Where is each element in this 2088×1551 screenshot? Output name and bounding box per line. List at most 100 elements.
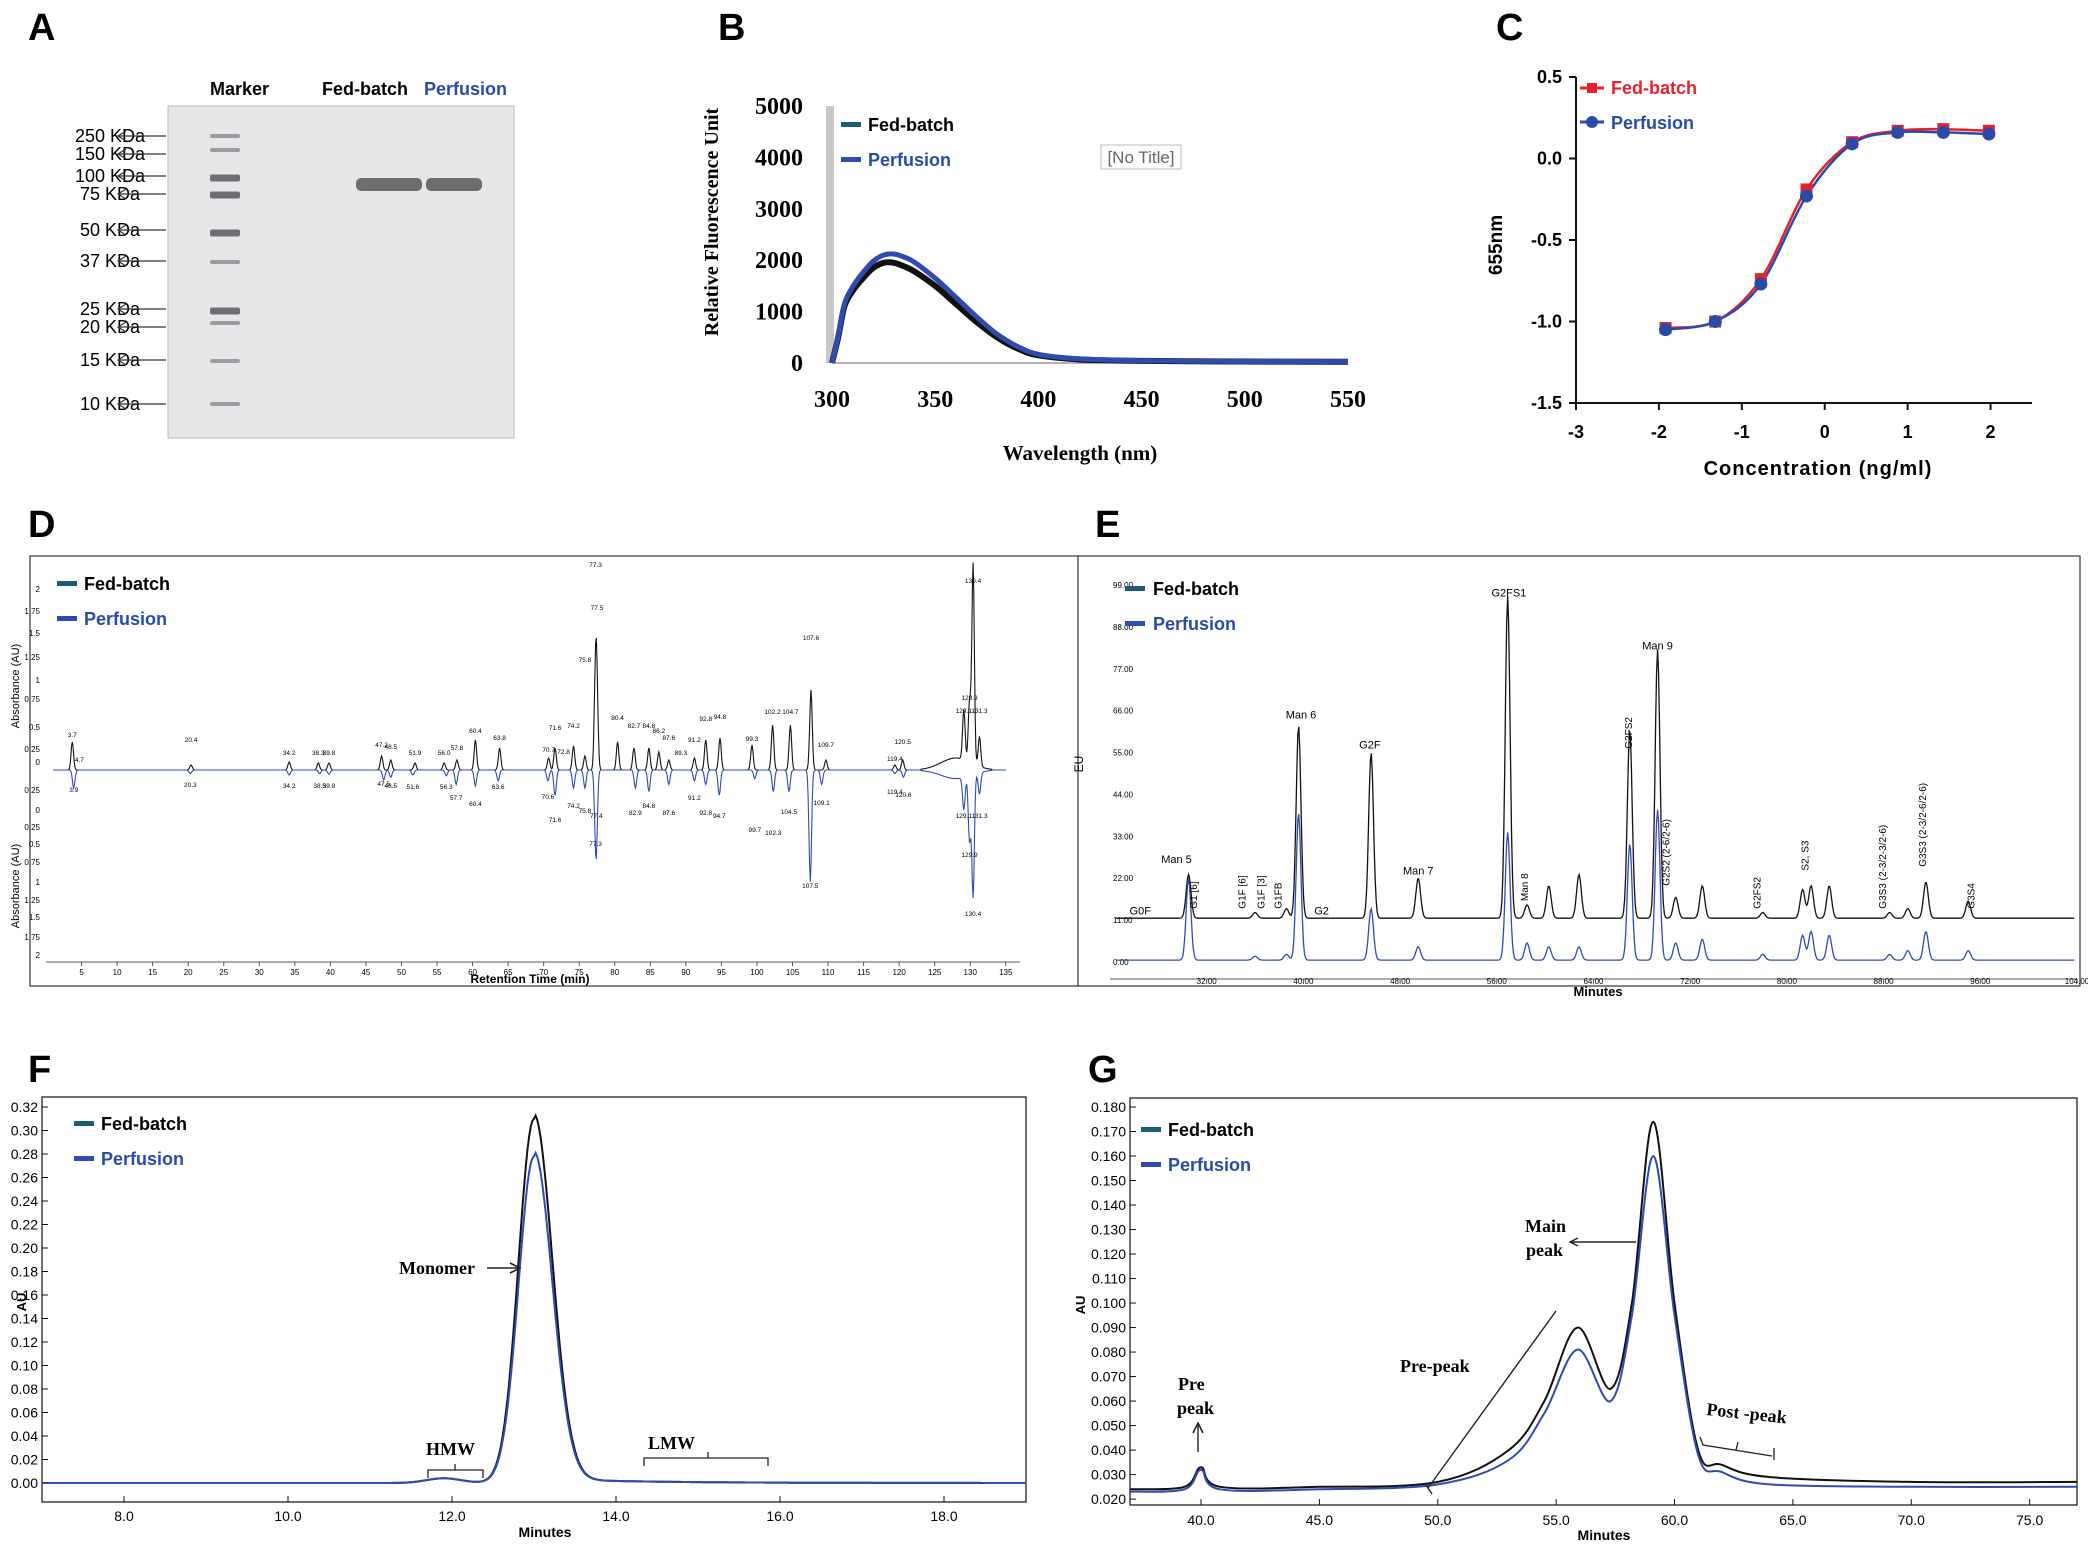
panel-b-ylabel: Relative Fluorescence Unit — [701, 107, 723, 336]
panel-d-peak-label-bottom: 56.3 — [440, 784, 453, 791]
panel-d-peak-label-bottom: 107.5 — [802, 883, 819, 890]
gel-header-fed-batch: Fed-batch — [322, 79, 408, 99]
panel-e-ytick-label: 66.00 — [1113, 707, 1134, 716]
panel-f-xtick-label: 10.0 — [274, 1508, 301, 1524]
panel-c-legend-perf: Perfusion — [1611, 113, 1694, 133]
panel-d-peak-label-top: 39.8 — [323, 750, 336, 757]
panel-g-xtick-label: 45.0 — [1306, 1512, 1333, 1528]
panel-c-xtick-label: 1 — [1903, 422, 1913, 442]
panel-e-ytick-label: 11.00 — [1113, 916, 1133, 925]
panel-f-frame — [41, 1096, 1027, 1503]
panel-d-peak-label-bottom: 70.6 — [542, 794, 555, 801]
panel-d-ytick-bottom-label: 2 — [36, 951, 41, 960]
panel-f-ytick-label: 0.10 — [11, 1358, 38, 1374]
panel-g-legend-fed-swatch — [1141, 1127, 1161, 1132]
panel-d-peak-label-bottom: 84.8 — [643, 803, 656, 810]
panel-d-ytick-top-label: 1.75 — [24, 607, 40, 616]
gel-marker-arrow-head — [116, 321, 127, 333]
panel-d-peak-label-bottom: 109.1 — [814, 800, 831, 807]
panel-f-hmw-label: HMW — [426, 1439, 475, 1459]
panel-d-peak-label-bottom: 77.4 — [590, 813, 603, 820]
panel-f-ytick-label: 0.08 — [11, 1381, 38, 1397]
gel-marker-arrow-head — [116, 354, 127, 366]
panel-c-point-perfusion — [1799, 189, 1813, 203]
panel-b-xtick-label: 350 — [917, 387, 953, 413]
gel-marker-arrow-head — [116, 148, 127, 160]
panel-d-peak-label-bottom: 34.2 — [283, 783, 296, 790]
panel-e-peak-annotation: Man 8 — [1520, 873, 1531, 901]
panel-c-point-perfusion — [1659, 323, 1673, 337]
panel-d-xtick-label: 130 — [964, 968, 978, 977]
panel-e-xtick-label: 56.00 — [1487, 977, 1508, 986]
panel-d-peak-label-top: 84.8 — [643, 723, 656, 730]
panel-d-xtick-label: 15 — [148, 968, 157, 977]
panel-b-fluorescence: 300 350 400 450 500 550010002000300040005000 … — [701, 94, 1366, 465]
panel-g-ytick-label: 0.040 — [1091, 1442, 1126, 1458]
panel-e-peak-annotation: G2FS1 — [1491, 587, 1526, 599]
panel-d-peak-label-top: 119.4 — [887, 756, 903, 763]
panel-d-peak-label-bottom: 77.3 — [589, 841, 602, 848]
gel-marker-label: 150 KDa — [75, 144, 146, 164]
panel-g-ytick-label: 0.060 — [1091, 1393, 1126, 1409]
panel-g-xtick-label: 50.0 — [1424, 1512, 1451, 1528]
panel-d-xtick-label: 75 — [575, 968, 584, 977]
ladder-band — [210, 359, 240, 363]
panel-d-peak-label-top: 60.4 — [469, 728, 482, 735]
panel-d-xtick-label: 110 — [822, 968, 835, 977]
panel-d-ytick-bottom-label: 0 — [36, 806, 41, 815]
panel-e-ytick-label: 0.00 — [1113, 958, 1129, 967]
panel-d-peak-label-bottom: 60.4 — [469, 801, 482, 808]
panel-d-ytick-top-label: 1.25 — [24, 653, 40, 662]
panel-d-xtick-label: 135 — [999, 968, 1013, 977]
panel-d-peak-label-bottom: 120.6 — [895, 792, 912, 799]
panel-d-xtick-label: 25 — [219, 968, 228, 977]
panel-d-ylabel-bottom: Absorbance (AU) — [10, 844, 22, 928]
ladder-band — [210, 148, 240, 152]
panel-d-peak-label-top: 77.3 — [589, 562, 602, 569]
panel-e-series-line-fed-batch — [1116, 596, 2075, 919]
panel-f-sec: 0.00 0.02 0.04 0.06 0.08 0.10 0.12 0.14 0.16 0.18… — [11, 1096, 1027, 1540]
panel-c-xtick-label: -1 — [1734, 422, 1750, 442]
panel-g-xtick-label: 40.0 — [1187, 1512, 1214, 1528]
ladder-band — [210, 307, 240, 315]
panel-g-prepeak-line — [1427, 1310, 1557, 1489]
panel-d-peak-label-bottom: 129.9 — [961, 852, 978, 859]
panel-g-ytick-label: 0.070 — [1091, 1369, 1126, 1385]
panel-e-legend-fed-swatch — [1125, 586, 1145, 591]
panel-e-peak-annotation: G1 [6] — [1189, 881, 1200, 908]
panel-letter-e: E — [1095, 504, 1120, 546]
panel-b-legend-perf-swatch — [841, 157, 861, 162]
panel-d-ytick-bottom-label: 0.25 — [24, 823, 40, 832]
panel-f-legend-fed-swatch — [74, 1121, 94, 1126]
panel-d-xtick-label: 115 — [857, 968, 870, 977]
panel-d-peak-label-top: 63.8 — [493, 735, 506, 742]
panel-d-peak-label-top: 77.5 — [591, 605, 604, 612]
gel-marker-label: 250 KDa — [75, 126, 146, 146]
panel-e-xtick-label: 72.00 — [1680, 977, 1701, 986]
panel-d-xtick-label: 10 — [113, 968, 122, 977]
panel-letter-d: D — [28, 504, 55, 546]
panel-g-ytick-label: 0.140 — [1091, 1197, 1126, 1213]
panel-d-ytick-top-label: 0.75 — [24, 695, 40, 704]
panel-letter-c: C — [1496, 7, 1523, 49]
panel-g-ytick-label: 0.090 — [1091, 1320, 1126, 1336]
panel-b-xtick-label: 400 — [1020, 387, 1056, 413]
panel-d-peak-label-bottom: 87.6 — [662, 810, 675, 817]
panel-f-series-line-fed-batch — [42, 1113, 1026, 1484]
panel-c-point-perfusion — [1708, 315, 1722, 328]
panel-g-ytick-label: 0.050 — [1091, 1418, 1126, 1434]
panel-d-ytick-top-label: 1 — [36, 676, 41, 685]
panel-g-ytick-label: 0.020 — [1091, 1491, 1126, 1507]
panel-d-peak-label-top: 34.2 — [283, 750, 296, 757]
panel-e-peak-annotation: G1FB — [1274, 882, 1285, 908]
panel-f-xtick-label: 14.0 — [602, 1508, 629, 1524]
panel-g-ytick-label: 0.120 — [1091, 1246, 1126, 1262]
ladder-band — [210, 402, 240, 406]
panel-g-frame — [1129, 1097, 2078, 1506]
panel-f-xtick-label: 8.0 — [114, 1508, 134, 1524]
panel-d-frame — [29, 555, 1081, 987]
panel-d-xtick-label: 80 — [610, 968, 619, 977]
panel-f-ytick-label: 0.22 — [11, 1217, 38, 1233]
panel-e-peak-annotation: G2S2 (2-6/2-6) — [1662, 819, 1673, 886]
panel-b-series-line-perfusion — [829, 251, 1349, 365]
